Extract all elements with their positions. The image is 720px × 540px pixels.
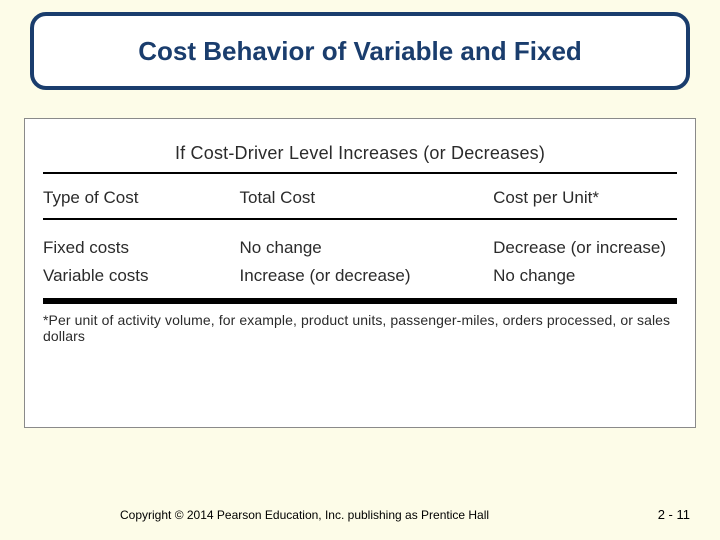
page-number: 2 - 11: [658, 507, 690, 522]
column-header: Total Cost: [240, 188, 494, 208]
cell: Variable costs: [43, 266, 240, 286]
table-row: Variable costs Increase (or decrease) No…: [43, 262, 677, 290]
cell: Increase (or decrease): [240, 266, 494, 286]
cost-behavior-table: If Cost-Driver Level Increases (or Decre…: [24, 118, 696, 428]
table-footnote: *Per unit of activity volume, for exampl…: [43, 304, 677, 344]
column-header: Cost per Unit*: [493, 188, 677, 208]
table-header-row: Type of Cost Total Cost Cost per Unit*: [43, 174, 677, 220]
cell: Decrease (or increase): [493, 238, 677, 258]
title-box: Cost Behavior of Variable and Fixed: [30, 12, 690, 90]
cell: No change: [493, 266, 677, 286]
cell: No change: [240, 238, 494, 258]
table-inner: If Cost-Driver Level Increases (or Decre…: [43, 137, 677, 344]
cell: Fixed costs: [43, 238, 240, 258]
table-super-header: If Cost-Driver Level Increases (or Decre…: [43, 137, 677, 174]
table-row: Fixed costs No change Decrease (or incre…: [43, 234, 677, 262]
table-body: Fixed costs No change Decrease (or incre…: [43, 220, 677, 304]
column-header: Type of Cost: [43, 188, 240, 208]
copyright-text: Copyright © 2014 Pearson Education, Inc.…: [120, 508, 489, 522]
slide-title: Cost Behavior of Variable and Fixed: [138, 36, 582, 67]
